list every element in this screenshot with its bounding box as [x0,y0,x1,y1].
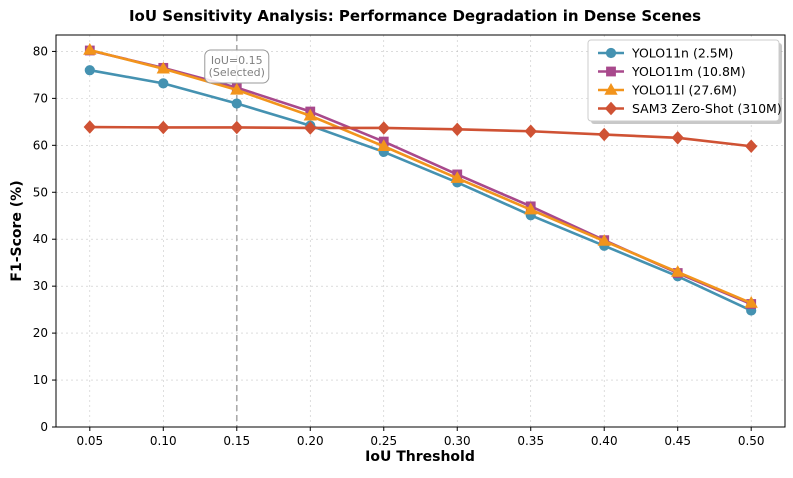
data-point [744,296,758,308]
data-point [303,108,317,121]
x-tick-label: 0.35 [517,434,544,448]
x-tick-label: 0.05 [76,434,103,448]
y-tick-label: 30 [33,279,48,293]
annotation-box [204,49,270,84]
data-point [451,122,464,137]
data-point [157,120,170,135]
chart-title: IoU Sensitivity Analysis: Performance De… [129,7,701,25]
legend-marker [604,82,618,95]
data-point [597,234,611,246]
y-tick-label: 60 [33,138,48,152]
data-point [671,131,684,145]
legend-label: SAM3 Zero-Shot (310M) [632,101,782,116]
legend-label: YOLO11m (10.8M) [631,64,746,79]
x-tick-label: 0.30 [444,434,471,448]
annotation-text-line: (Selected) [209,66,265,79]
y-tick-label: 40 [33,232,48,246]
series-line [88,68,753,312]
data-point [84,65,95,76]
x-tick-label: 0.25 [370,434,397,448]
y-axis-title: F1-Score (%) [9,180,25,281]
series-sam3-zero-shot-310m [83,120,758,154]
plot-frame [55,34,786,428]
data-point [304,121,317,135]
legend-item-yolo11m-10-8m: YOLO11m (10.8M) [598,64,746,79]
y-tick-label: 20 [33,326,48,340]
data-point [377,139,391,151]
data-point [158,78,169,89]
x-tick-label: 0.50 [738,434,765,448]
y-tick-label: 10 [33,373,48,387]
legend: YOLO11n (2.5M) YOLO11m (10.8M) YOLO11l (27… [587,39,782,124]
legend-label: YOLO11l (27.6M) [631,83,737,98]
series-yolo11l-27-6m [83,43,758,308]
x-tick-label: 0.10 [150,434,177,448]
data-point [230,120,243,135]
legend-item-sam3-zero-shot-310m: SAM3 Zero-Shot (310M) [598,101,782,116]
data-point [230,82,244,95]
series-layer [83,43,758,316]
annotation-text-line: IoU=0.15 [211,54,263,67]
data-point [745,139,758,154]
legend-item-yolo11l-27-6m: YOLO11l (27.6M) [598,83,737,98]
legend-box [587,39,780,122]
x-tick-label: 0.15 [223,434,250,448]
data-point [231,98,242,109]
x-tick-label: 0.20 [297,434,324,448]
data-point [524,202,538,215]
y-tick-label: 80 [33,44,48,58]
x-axis-title: IoU Threshold [365,449,475,465]
data-point [83,43,97,55]
x-tick-label: 0.40 [591,434,618,448]
y-tick-label: 50 [33,185,48,199]
data-point [83,120,96,134]
data-point [450,171,464,183]
data-point [377,121,390,135]
data-point [524,124,537,138]
legend-marker [605,47,617,59]
legend-marker [606,66,616,77]
x-tick-label: 0.45 [664,434,691,448]
data-point [598,127,611,142]
series-line [88,48,753,305]
legend-marker [604,101,618,116]
annotation-label-layer: IoU=0.15(Selected) [204,49,270,84]
legend-label: YOLO11n (2.5M) [631,46,733,61]
axes: 0.05 0.10 0.15 0.20 0.25 0.30 0.35 0.40 0.45 0.50… [33,44,765,448]
data-point [671,265,685,277]
data-point [156,61,170,74]
legend-item-yolo11n-2-5m: YOLO11n (2.5M) [598,46,733,61]
series-line [88,125,753,148]
y-tick-label: 0 [40,420,48,434]
y-tick-label: 70 [33,91,48,105]
